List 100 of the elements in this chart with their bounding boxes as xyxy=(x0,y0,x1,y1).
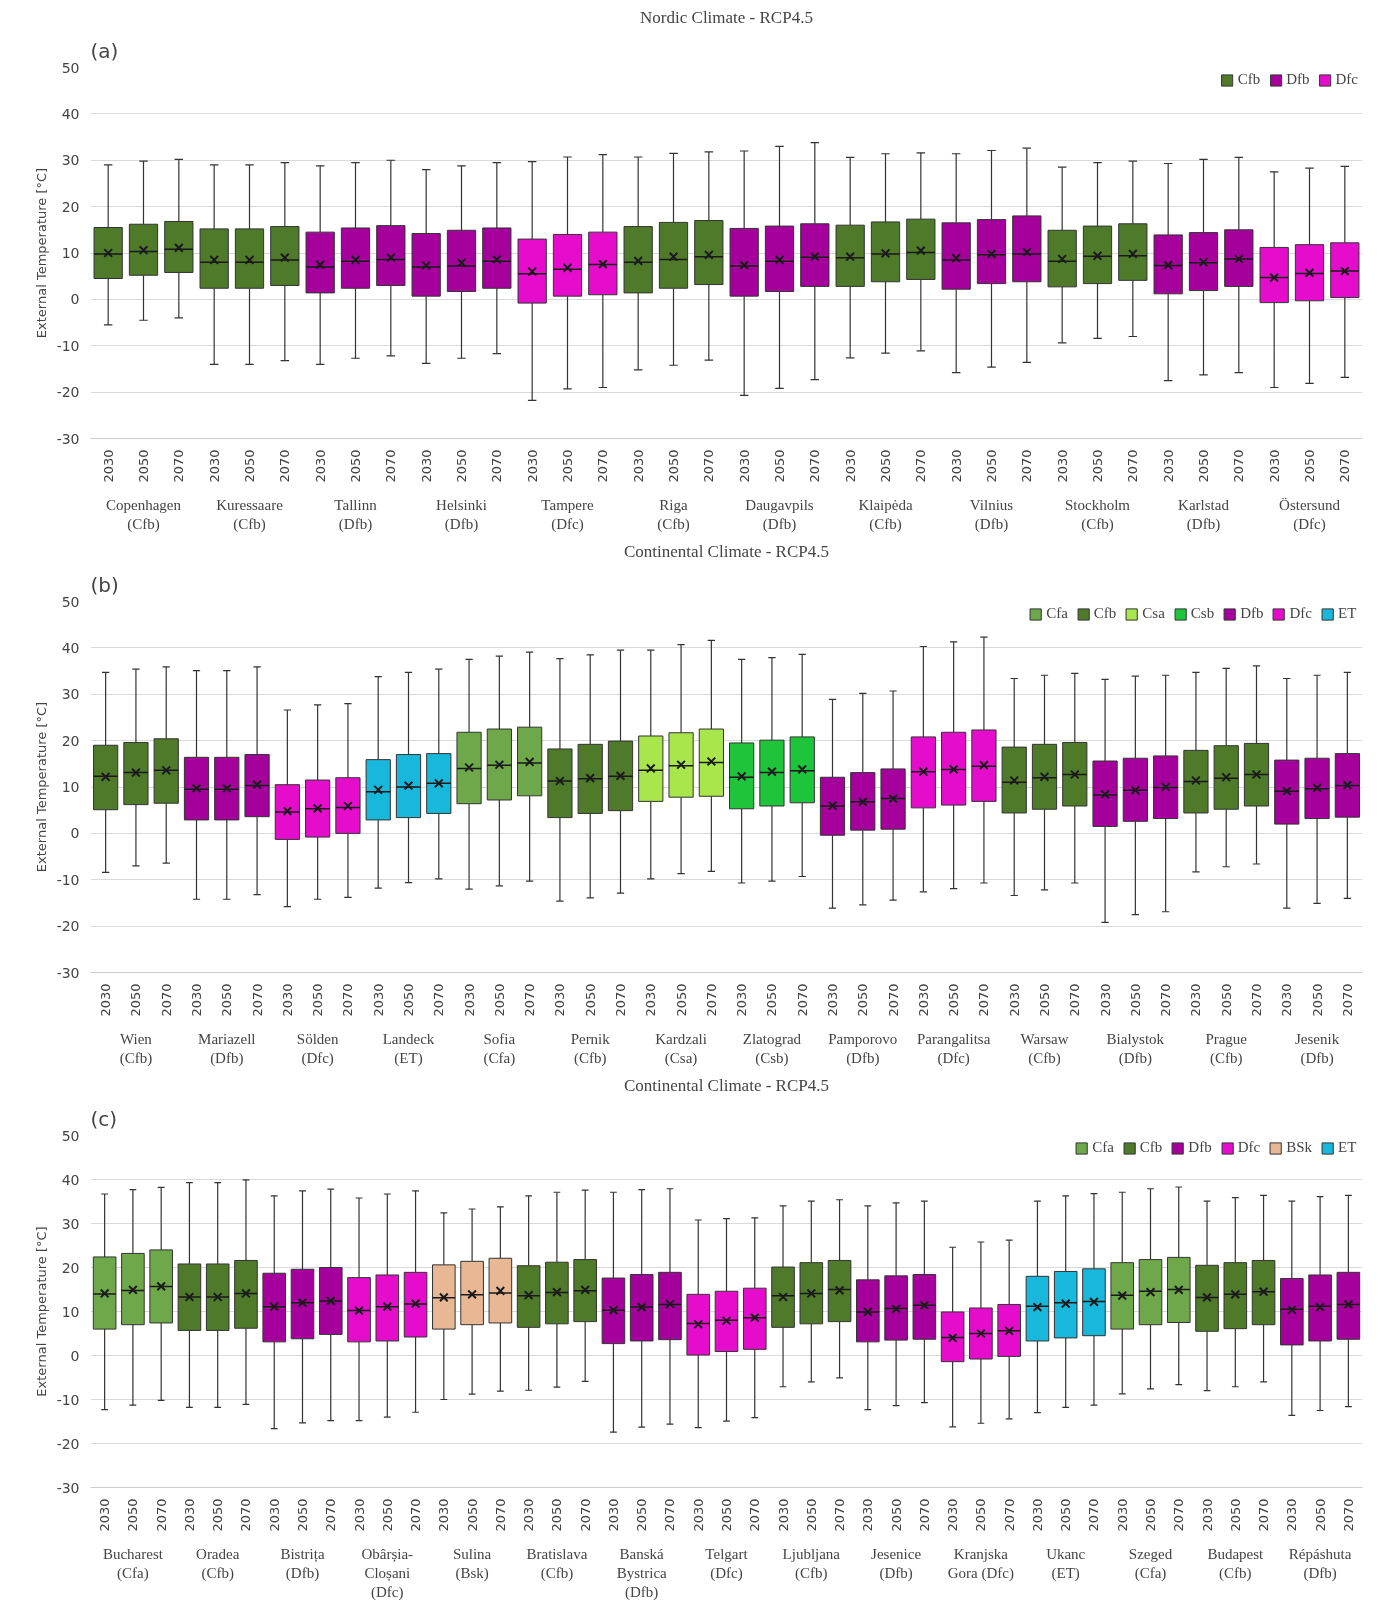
text: Bucharest (Cfa) xyxy=(102,1545,164,1582)
chart-title: Nordic Climate - RCP4.5 xyxy=(640,7,813,27)
y-tick-label: 30 xyxy=(61,686,80,703)
legend-label: Dfc xyxy=(1237,1139,1261,1156)
x-tick-label: 2050 xyxy=(348,449,363,483)
x-tick-label: 2030 xyxy=(189,983,204,1017)
y-axis-title: External Temperature [°C] xyxy=(33,1226,49,1397)
legend-label: Dfb xyxy=(1240,605,1264,622)
text: Mariazell (Dfb) xyxy=(198,1030,256,1067)
x-tick-label: 2070 xyxy=(1339,983,1355,1017)
text: Östersund (Dfc) xyxy=(1279,496,1341,533)
x-tick-label: 2050 xyxy=(491,983,507,1017)
x-tick-label: 2050 xyxy=(1143,1498,1158,1532)
x-tick-label: 2050 xyxy=(454,449,469,483)
x-tick-label: 2050 xyxy=(219,983,235,1017)
x-tick-label: 2050 xyxy=(973,1498,989,1532)
legend-label: Csa xyxy=(1142,605,1165,622)
x-tick-label: 2050 xyxy=(549,1498,565,1532)
x-tick-label: 2030 xyxy=(1114,1498,1130,1532)
x-tick-label: 2030 xyxy=(461,983,477,1017)
text: Sölden (Dfc) xyxy=(296,1030,339,1067)
x-tick-label: 2070 xyxy=(1019,449,1035,483)
x-tick-label: 2030 xyxy=(524,449,540,483)
text: Budapest (Cfb) xyxy=(1207,1545,1265,1582)
legend-label: Csb xyxy=(1190,605,1215,622)
x-tick-label: 2030 xyxy=(1284,1498,1300,1532)
text: Warsaw (Cfb) xyxy=(1020,1030,1069,1067)
x-tick-label: 2070 xyxy=(1256,1498,1272,1532)
x-tick-label: 2070 xyxy=(1340,1498,1356,1532)
text: Pamporovo (Dfb) xyxy=(828,1030,898,1067)
x-tick-label: 2050 xyxy=(764,983,780,1017)
x-tick-label: 2070 xyxy=(1125,449,1141,483)
x-tick-label: 2030 xyxy=(552,983,568,1017)
x-tick-label: 2030 xyxy=(436,1498,452,1532)
x-tick-label: 2030 xyxy=(418,449,434,483)
x-tick-label: 2070 xyxy=(577,1498,593,1532)
x-tick-label: 2070 xyxy=(408,1498,424,1532)
x-tick-label: 2070 xyxy=(249,983,265,1017)
y-tick-label: 0 xyxy=(70,291,80,308)
text: Jesenik (Dfb) xyxy=(1294,1030,1340,1067)
x-tick-label: 2070 xyxy=(976,983,992,1017)
y-tick-label: 40 xyxy=(61,639,80,656)
legend-label: Dfb xyxy=(1286,71,1310,88)
x-tick-label: 2030 xyxy=(97,1498,113,1532)
x-tick-label: 2070 xyxy=(522,983,538,1017)
y-tick-label: -20 xyxy=(56,1435,80,1452)
y-tick-label: 0 xyxy=(70,1347,80,1364)
legend-label: Cfb xyxy=(1237,71,1261,88)
x-tick-label: 2070 xyxy=(701,449,717,483)
x-tick-label: 2070 xyxy=(489,449,505,483)
x-tick-label: 2070 xyxy=(171,449,187,483)
x-tick-label: 2070 xyxy=(1249,983,1264,1017)
y-axis-title: External Temperature [°C] xyxy=(33,701,49,873)
x-tick-label: 2030 xyxy=(206,449,222,483)
x-tick-label: 2030 xyxy=(734,983,750,1017)
text: Bistrița (Dfb) xyxy=(280,1545,325,1582)
x-tick-label: 2050 xyxy=(1309,983,1325,1017)
x-tick-label: 2050 xyxy=(295,1498,310,1532)
x-tick-label: 2030 xyxy=(312,449,328,483)
x-tick-label: 2050 xyxy=(634,1498,650,1532)
x-tick-label: 2070 xyxy=(807,449,823,483)
x-tick-label: 2070 xyxy=(238,1498,254,1532)
y-tick-label: 0 xyxy=(70,825,80,842)
y-tick-label: 20 xyxy=(61,1259,80,1276)
x-tick-label: 2030 xyxy=(279,983,295,1017)
text: Ljubljana (Cfb) xyxy=(782,1545,841,1582)
x-tick-label: 2030 xyxy=(266,1498,282,1532)
x-tick-label: 2050 xyxy=(1196,449,1211,483)
legend-label: Cfa xyxy=(1046,605,1068,622)
x-tick-label: 2070 xyxy=(662,1498,678,1532)
text: Parangalitsa (Dfc) xyxy=(916,1030,991,1067)
legend-label: Cfa xyxy=(1092,1139,1114,1156)
text: (b) xyxy=(90,572,119,597)
x-tick-label: 2050 xyxy=(984,449,999,483)
text: Obârșia- Cloșani (Dfc) xyxy=(361,1545,414,1601)
text: Prague (Cfb) xyxy=(1205,1030,1248,1067)
x-tick-label: 2030 xyxy=(825,983,840,1017)
y-tick-label: 30 xyxy=(61,1215,80,1232)
legend-label: ET xyxy=(1338,1139,1358,1156)
x-tick-label: 2070 xyxy=(832,1498,848,1532)
x-tick-label: 2050 xyxy=(401,983,416,1017)
x-tick-label: 2030 xyxy=(945,1498,961,1532)
chart-title: Continental Climate - RCP4.5 xyxy=(624,541,829,561)
y-tick-label: 20 xyxy=(61,732,80,749)
y-tick-label: 10 xyxy=(61,1303,80,1320)
text: Ukanc (ET) xyxy=(1046,1545,1086,1582)
y-tick-label: -30 xyxy=(56,964,80,981)
x-tick-label: 2030 xyxy=(1160,449,1176,483)
x-tick-label: 2070 xyxy=(703,983,719,1017)
x-tick-label: 2030 xyxy=(1029,1498,1045,1532)
text: Pernik (Cfb) xyxy=(570,1030,611,1067)
x-tick-label: 2050 xyxy=(1090,449,1105,483)
x-tick-label: 2070 xyxy=(913,449,929,483)
x-tick-label: 2050 xyxy=(803,1498,819,1532)
x-tick-label: 2050 xyxy=(946,983,962,1017)
text: Vilnius (Dfb) xyxy=(969,496,1014,533)
x-tick-label: 2030 xyxy=(690,1498,706,1532)
x-tick-label: 2070 xyxy=(1171,1498,1187,1532)
legend-label: BSk xyxy=(1286,1139,1312,1156)
y-tick-label: 50 xyxy=(61,1127,80,1144)
